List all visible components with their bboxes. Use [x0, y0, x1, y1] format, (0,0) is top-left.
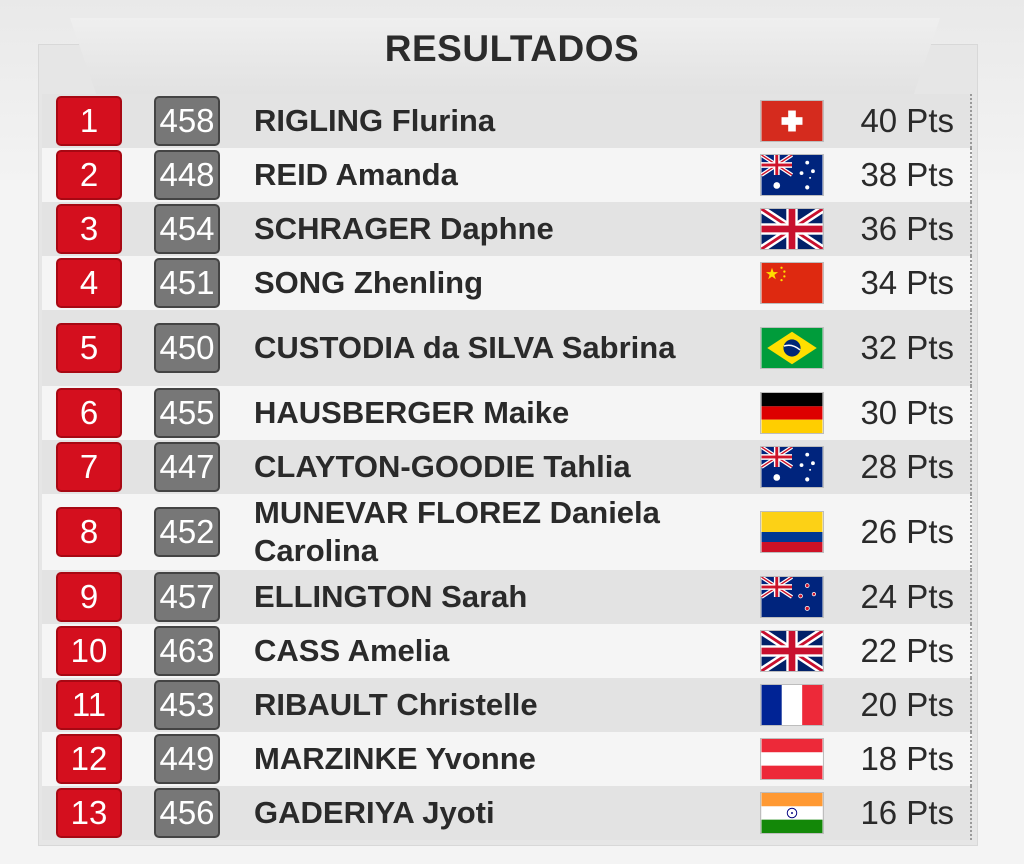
uk-flag-icon [760, 630, 824, 672]
row-divider [970, 94, 972, 148]
athlete-name: REID Amanda [254, 157, 458, 192]
bib-badge: 457 [154, 572, 220, 622]
brazil-flag-icon [760, 327, 824, 369]
rank-badge: 3 [56, 204, 122, 254]
rank-badge: 10 [56, 626, 122, 676]
row-divider [970, 440, 972, 494]
row-divider [970, 570, 972, 624]
bib-badge: 454 [154, 204, 220, 254]
row-divider [970, 494, 972, 570]
points-value: 20 Pts [860, 686, 954, 723]
results-row: 9 457 ELLINGTON Sarah 24 Pts [42, 570, 972, 624]
bib-badge: 449 [154, 734, 220, 784]
bib-badge: 451 [154, 258, 220, 308]
germany-flag-icon [760, 392, 824, 434]
france-flag-icon [760, 684, 824, 726]
athlete-name: HAUSBERGER Maike [254, 395, 570, 430]
athlete-name: CUSTODIA da SILVA Sabrina [254, 330, 676, 365]
row-divider [970, 256, 972, 310]
bib-badge: 452 [154, 507, 220, 557]
bib-badge: 447 [154, 442, 220, 492]
points-value: 36 Pts [860, 210, 954, 247]
india-flag-icon [760, 792, 824, 834]
bib-badge: 456 [154, 788, 220, 838]
rank-badge: 6 [56, 388, 122, 438]
new-zealand-flag-icon [760, 576, 824, 618]
row-divider [970, 786, 972, 840]
results-row: 7 447 CLAYTON-GOODIE Tahlia 28 Pts [42, 440, 972, 494]
uk-flag-icon [760, 208, 824, 250]
row-divider [970, 678, 972, 732]
athlete-name: CASS Amelia [254, 633, 450, 668]
athlete-name: RIGLING Flurina [254, 103, 496, 138]
bib-badge: 463 [154, 626, 220, 676]
athlete-name: GADERIYA Jyoti [254, 795, 495, 830]
points-value: 24 Pts [860, 578, 954, 615]
colombia-flag-icon [760, 511, 824, 553]
rank-badge: 12 [56, 734, 122, 784]
rank-badge: 1 [56, 96, 122, 146]
results-row: 6 455 HAUSBERGER Maike 30 Pts [42, 386, 972, 440]
australia-flag-icon [760, 154, 824, 196]
bib-badge: 455 [154, 388, 220, 438]
switzerland-flag-icon [760, 100, 824, 142]
row-divider [970, 148, 972, 202]
athlete-name: SONG Zhenling [254, 265, 484, 300]
results-row: 1 458 RIGLING Flurina 40 Pts [42, 94, 972, 148]
bib-badge: 448 [154, 150, 220, 200]
results-list: 1 458 RIGLING Flurina 40 Pts 2 448 REID Amanda… [42, 94, 972, 840]
row-divider [970, 386, 972, 440]
rank-badge: 11 [56, 680, 122, 730]
results-row: 13 456 GADERIYA Jyoti 16 Pts [42, 786, 972, 840]
australia-flag-icon [760, 446, 824, 488]
points-value: 38 Pts [860, 156, 954, 193]
rank-badge: 13 [56, 788, 122, 838]
bib-badge: 458 [154, 96, 220, 146]
athlete-name: ELLINGTON Sarah [254, 579, 528, 614]
row-divider [970, 202, 972, 256]
rank-badge: 5 [56, 323, 122, 373]
bib-badge: 453 [154, 680, 220, 730]
points-value: 32 Pts [860, 329, 954, 366]
results-row: 8 452 MUNEVAR FLOREZ Daniela Carolina 26 Pt… [42, 494, 972, 570]
points-value: 30 Pts [860, 394, 954, 431]
rank-badge: 9 [56, 572, 122, 622]
china-flag-icon [760, 262, 824, 304]
results-row: 5 450 CUSTODIA da SILVA Sabrina 32 Pts [42, 310, 972, 386]
austria-flag-icon [760, 738, 824, 780]
bib-badge: 450 [154, 323, 220, 373]
points-value: 34 Pts [860, 264, 954, 301]
rank-badge: 8 [56, 507, 122, 557]
athlete-name: MARZINKE Yvonne [254, 741, 536, 776]
athlete-name: MUNEVAR FLOREZ Daniela Carolina [254, 495, 660, 568]
results-row: 4 451 SONG Zhenling 34 Pts [42, 256, 972, 310]
points-value: 18 Pts [860, 740, 954, 777]
row-divider [970, 310, 972, 386]
row-divider [970, 624, 972, 678]
results-header [70, 18, 940, 94]
results-row: 12 449 MARZINKE Yvonne 18 Pts [42, 732, 972, 786]
athlete-name: CLAYTON-GOODIE Tahlia [254, 449, 631, 484]
rank-badge: 2 [56, 150, 122, 200]
rank-badge: 4 [56, 258, 122, 308]
results-row: 10 463 CASS Amelia 22 Pts [42, 624, 972, 678]
page-title: RESULTADOS [384, 28, 640, 69]
points-value: 22 Pts [860, 632, 954, 669]
athlete-name: SCHRAGER Daphne [254, 211, 554, 246]
results-row: 2 448 REID Amanda 38 Pts [42, 148, 972, 202]
row-divider [970, 732, 972, 786]
points-value: 26 Pts [860, 513, 954, 550]
results-row: 11 453 RIBAULT Christelle 20 Pts [42, 678, 972, 732]
results-row: 3 454 SCHRAGER Daphne 36 Pts [42, 202, 972, 256]
athlete-name: RIBAULT Christelle [254, 687, 538, 722]
rank-badge: 7 [56, 442, 122, 492]
points-value: 40 Pts [860, 102, 954, 139]
points-value: 28 Pts [860, 448, 954, 485]
points-value: 16 Pts [860, 794, 954, 831]
